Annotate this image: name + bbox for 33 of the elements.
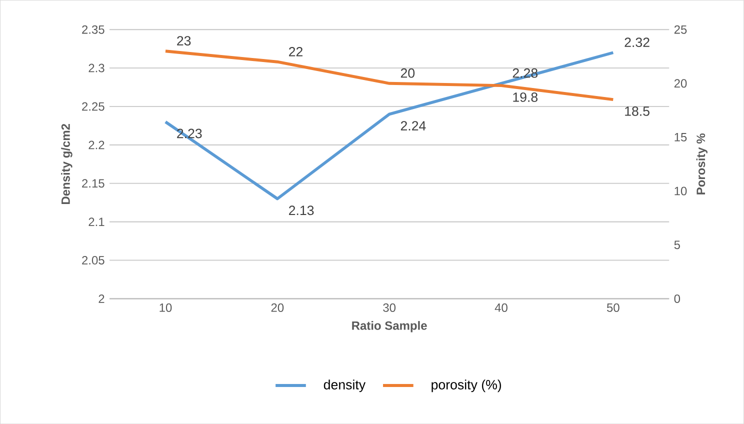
y-tick-label: 2.05 bbox=[82, 256, 104, 264]
x-tick-label: 30 bbox=[383, 303, 396, 312]
data-label: 20 bbox=[400, 68, 415, 78]
y-tick-label: 2.3 bbox=[88, 64, 104, 72]
legend-label: porosity (%) bbox=[432, 380, 502, 392]
y2-tick-label: 15 bbox=[674, 132, 687, 142]
data-label: 18.5 bbox=[625, 106, 650, 116]
y-tick-label: 2.2 bbox=[88, 140, 104, 149]
data-label: 2.13 bbox=[289, 206, 314, 215]
data-label: 2.32 bbox=[624, 38, 650, 47]
y2-tick-label: 20 bbox=[674, 79, 687, 88]
y2-axis-title: Porosity % bbox=[696, 133, 708, 194]
y-tick-label: 2.35 bbox=[82, 25, 104, 34]
x-tick-label: 20 bbox=[271, 303, 284, 312]
y-tick-label: 2 bbox=[98, 294, 104, 303]
y2-tick-label: 10 bbox=[674, 186, 687, 196]
data-label: 2.28 bbox=[512, 68, 538, 78]
x-tick-label: 50 bbox=[606, 303, 620, 312]
legend-label: density bbox=[324, 380, 366, 392]
data-label: 2.24 bbox=[400, 120, 426, 130]
y2-tick-label: 5 bbox=[674, 240, 680, 249]
y-axis-title: Density g/cm2 bbox=[61, 124, 72, 204]
y2-tick-label: 25 bbox=[674, 25, 687, 34]
y-tick-label: 2.1 bbox=[88, 218, 104, 226]
y-tick-label: 2.25 bbox=[82, 102, 104, 111]
x-tick-label: 40 bbox=[494, 303, 508, 312]
x-tick-label: 10 bbox=[160, 303, 172, 312]
x-axis-title: Ratio Sample bbox=[352, 320, 427, 332]
data-label: 19.8 bbox=[513, 92, 538, 102]
data-label: 23 bbox=[177, 36, 191, 46]
y-tick-label: 2.15 bbox=[82, 179, 104, 188]
y2-tick-label: 0 bbox=[674, 294, 680, 303]
data-label: 22 bbox=[289, 46, 302, 56]
